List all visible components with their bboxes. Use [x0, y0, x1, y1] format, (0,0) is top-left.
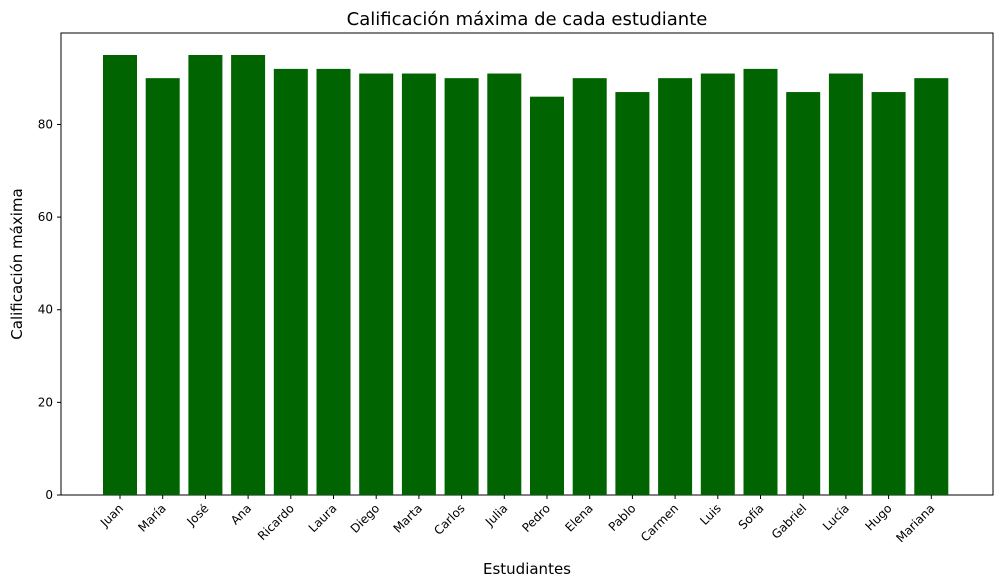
bar-carmen: [658, 78, 693, 495]
x-tick-label: Carlos: [431, 501, 467, 537]
bar-pedro: [530, 96, 564, 496]
bar-josé: [188, 55, 223, 495]
x-tick-label: Ana: [228, 501, 254, 527]
y-tick-label: 0: [45, 488, 53, 502]
bar-luis: [700, 73, 735, 495]
x-tick-label: Marta: [391, 501, 425, 535]
x-axis-title: Estudiantes: [483, 560, 571, 578]
x-tick-label: Laura: [306, 501, 340, 535]
x-tick-label: Gabriel: [769, 501, 809, 541]
bar-pablo: [615, 92, 650, 496]
x-tick-label: Pedro: [519, 501, 553, 535]
x-tick-label: Luis: [697, 501, 724, 528]
bar-juan: [103, 55, 137, 495]
x-tick-label: Juan: [97, 501, 126, 530]
x-tick-label: Diego: [348, 501, 383, 536]
bars-group: [103, 55, 949, 496]
bar-hugo: [871, 92, 906, 496]
x-tick-label: José: [184, 501, 212, 529]
bar-ana: [231, 55, 266, 495]
y-tick-label: 60: [38, 210, 53, 224]
bar-mariana: [914, 78, 949, 495]
y-axis-title: Calificación máxima: [8, 188, 26, 339]
bar-julia: [487, 73, 522, 495]
y-axis: 0 20 40 60 80: [38, 117, 61, 502]
bar-laura: [316, 68, 351, 495]
x-tick-label: Elena: [562, 501, 595, 534]
x-tick-label: Mariana: [893, 501, 937, 545]
x-tick-label: Carmen: [638, 501, 681, 544]
x-tick-label: María: [135, 501, 168, 534]
bar-maría: [145, 78, 180, 495]
bar-carlos: [444, 78, 479, 495]
bar-elena: [572, 78, 607, 495]
x-tick-label: Sofía: [736, 501, 767, 532]
x-tick-label: Lucía: [820, 501, 852, 533]
x-axis: Juan María José Ana Ricardo Laura Diego Marta Ca…: [97, 495, 937, 545]
plot-frame: [60, 32, 994, 496]
x-tick-label: Julia: [482, 501, 510, 529]
y-tick-label: 40: [38, 303, 53, 317]
bar-marta: [401, 73, 436, 495]
bar-lucía: [828, 73, 863, 495]
x-tick-label: Ricardo: [255, 501, 297, 543]
x-tick-label: Pablo: [606, 501, 639, 534]
x-tick-label: Hugo: [862, 501, 894, 533]
y-tick-label: 20: [38, 395, 53, 409]
bar-diego: [359, 73, 394, 495]
chart-title: Calificación máxima de cada estudiante: [347, 9, 708, 30]
bar-ricardo: [273, 68, 308, 495]
y-tick-label: 80: [38, 117, 53, 131]
bar-gabriel: [786, 92, 821, 496]
bar-sofía: [743, 68, 778, 495]
